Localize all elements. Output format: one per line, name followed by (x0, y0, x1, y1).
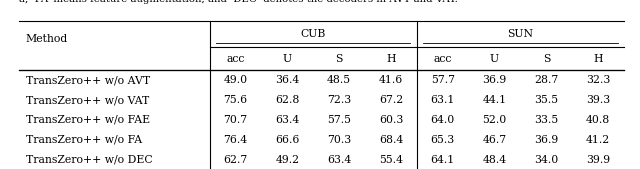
Text: 64.1: 64.1 (431, 155, 455, 165)
Text: 57.5: 57.5 (327, 115, 351, 125)
Text: acc: acc (227, 54, 244, 64)
Text: SUN: SUN (508, 29, 533, 39)
Text: S: S (543, 54, 550, 64)
Text: H: H (386, 54, 396, 64)
Text: 48.4: 48.4 (483, 155, 507, 165)
Text: 66.6: 66.6 (275, 135, 300, 145)
Text: 55.4: 55.4 (379, 155, 403, 165)
Text: S: S (335, 54, 343, 64)
Text: CUB: CUB (301, 29, 326, 39)
Text: 57.7: 57.7 (431, 75, 455, 85)
Text: 33.5: 33.5 (534, 115, 559, 125)
Text: TransZero++ w/o AVT: TransZero++ w/o AVT (26, 75, 150, 85)
Text: 64.0: 64.0 (431, 115, 455, 125)
Text: 72.3: 72.3 (327, 95, 351, 105)
Text: 36.9: 36.9 (483, 75, 507, 85)
Text: 63.4: 63.4 (327, 155, 351, 165)
Text: 70.3: 70.3 (327, 135, 351, 145)
Text: 63.4: 63.4 (275, 115, 300, 125)
Text: 60.3: 60.3 (379, 115, 403, 125)
Text: 39.3: 39.3 (586, 95, 610, 105)
Text: 70.7: 70.7 (223, 115, 248, 125)
Text: U: U (490, 54, 499, 64)
Text: 39.9: 39.9 (586, 155, 610, 165)
Text: TransZero++ w/o DEC: TransZero++ w/o DEC (26, 155, 152, 165)
Text: 76.4: 76.4 (223, 135, 248, 145)
Text: 49.0: 49.0 (223, 75, 248, 85)
Text: 28.7: 28.7 (534, 75, 559, 85)
Text: U: U (283, 54, 292, 64)
Text: 44.1: 44.1 (483, 95, 507, 105)
Text: 34.0: 34.0 (534, 155, 559, 165)
Text: 62.8: 62.8 (275, 95, 300, 105)
Text: TransZero++ w/o FA: TransZero++ w/o FA (26, 135, 141, 145)
Text: 67.2: 67.2 (379, 95, 403, 105)
Text: TransZero++ w/o VAT: TransZero++ w/o VAT (26, 95, 149, 105)
Text: 46.7: 46.7 (483, 135, 507, 145)
Text: 62.7: 62.7 (223, 155, 248, 165)
Text: 35.5: 35.5 (534, 95, 558, 105)
Text: 36.4: 36.4 (275, 75, 300, 85)
Text: 75.6: 75.6 (223, 95, 248, 105)
Text: 40.8: 40.8 (586, 115, 610, 125)
Text: 36.9: 36.9 (534, 135, 559, 145)
Text: 41.2: 41.2 (586, 135, 610, 145)
Text: a, ‘FA’ means feature augmentation, and ‘DEC’ denotes the decoders in AVT and VA: a, ‘FA’ means feature augmentation, and … (19, 0, 458, 4)
Text: 32.3: 32.3 (586, 75, 611, 85)
Text: 48.5: 48.5 (327, 75, 351, 85)
Text: TransZero++ w/o FAE: TransZero++ w/o FAE (26, 115, 150, 125)
Text: 68.4: 68.4 (379, 135, 403, 145)
Text: H: H (593, 54, 603, 64)
Text: 49.2: 49.2 (275, 155, 300, 165)
Text: 65.3: 65.3 (431, 135, 455, 145)
Text: 52.0: 52.0 (483, 115, 507, 125)
Text: 63.1: 63.1 (431, 95, 455, 105)
Text: 41.6: 41.6 (379, 75, 403, 85)
Text: acc: acc (433, 54, 452, 64)
Text: Method: Method (26, 34, 68, 44)
